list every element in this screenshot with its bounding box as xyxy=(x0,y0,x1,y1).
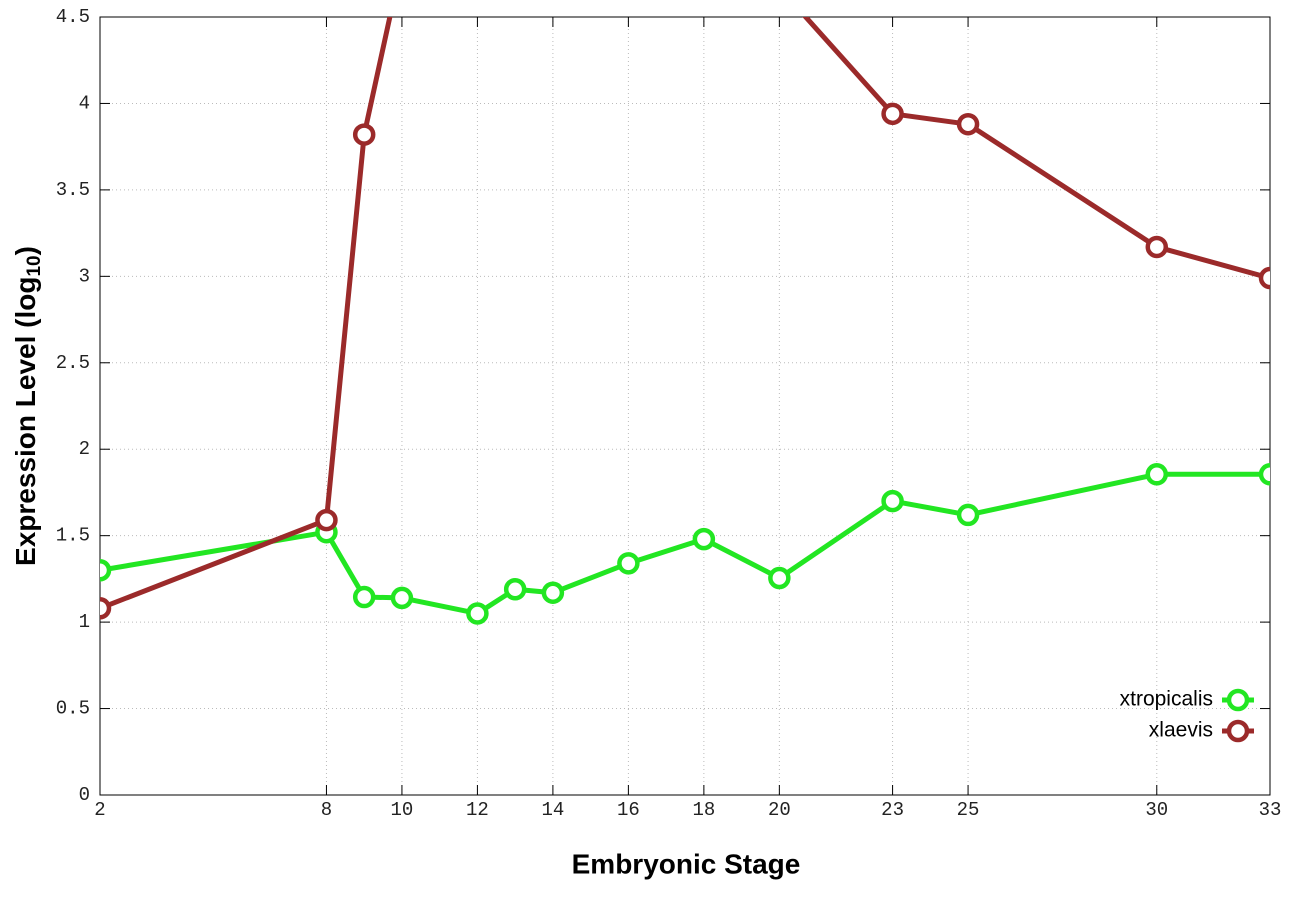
data-point xyxy=(617,552,640,575)
x-tick-label: 23 xyxy=(881,799,904,821)
data-point xyxy=(1145,235,1169,259)
data-point xyxy=(390,586,414,610)
plot-area xyxy=(100,17,1270,625)
y-tick-label: 4.5 xyxy=(56,6,90,28)
data-point xyxy=(352,123,376,146)
data-point xyxy=(956,112,980,136)
y-tick-label: 1.5 xyxy=(56,525,90,547)
data-point xyxy=(503,578,527,601)
data-point xyxy=(956,503,980,527)
x-axis-label: Embryonic Stage xyxy=(572,848,801,879)
y-tick-label: 2.5 xyxy=(56,352,90,374)
data-point xyxy=(100,558,112,582)
x-tick-label: 10 xyxy=(391,799,414,821)
data-point xyxy=(768,566,791,590)
y-label-subscript: 10 xyxy=(24,255,45,276)
x-tick-label: 2 xyxy=(94,799,105,821)
data-point xyxy=(692,527,716,551)
data-point xyxy=(1258,463,1270,486)
data-point xyxy=(881,489,904,513)
legend-label: xlaevis xyxy=(1149,719,1213,742)
y-label-main: Expression Level (log xyxy=(10,277,41,566)
legend-marker xyxy=(1226,719,1250,743)
x-tick-label: 30 xyxy=(1145,799,1168,821)
data-point xyxy=(1145,463,1169,486)
data-point xyxy=(352,585,376,609)
data-point xyxy=(1258,266,1270,290)
y-tick-label: 2 xyxy=(79,438,90,460)
data-point xyxy=(315,508,338,532)
x-tick-label: 20 xyxy=(768,799,791,821)
y-tick-label: 3.5 xyxy=(56,179,90,201)
y-axis-label: Expression Level (log10) xyxy=(10,246,45,566)
x-tick-label: 8 xyxy=(321,799,332,821)
data-point xyxy=(881,102,904,126)
data-point xyxy=(541,581,565,604)
y-tick-label: 0 xyxy=(79,784,90,806)
y-tick-label: 1 xyxy=(79,611,90,633)
x-tick-label: 12 xyxy=(466,799,489,821)
plot-frame xyxy=(99,16,1271,796)
y-tick-label: 3 xyxy=(79,265,90,287)
legend-marker xyxy=(1226,688,1250,712)
x-tick-label: 33 xyxy=(1259,799,1282,821)
data-point xyxy=(100,597,112,620)
x-tick-label: 18 xyxy=(692,799,715,821)
data-point xyxy=(466,602,489,625)
y-tick-label: 0.5 xyxy=(56,698,90,720)
x-tick-label: 14 xyxy=(541,799,564,821)
x-tick-label: 25 xyxy=(957,799,980,821)
y-tick-label: 4 xyxy=(79,92,90,114)
x-tick-label: 16 xyxy=(617,799,640,821)
y-label-end: ) xyxy=(10,246,41,255)
legend-label: xtropicalis xyxy=(1120,688,1213,711)
